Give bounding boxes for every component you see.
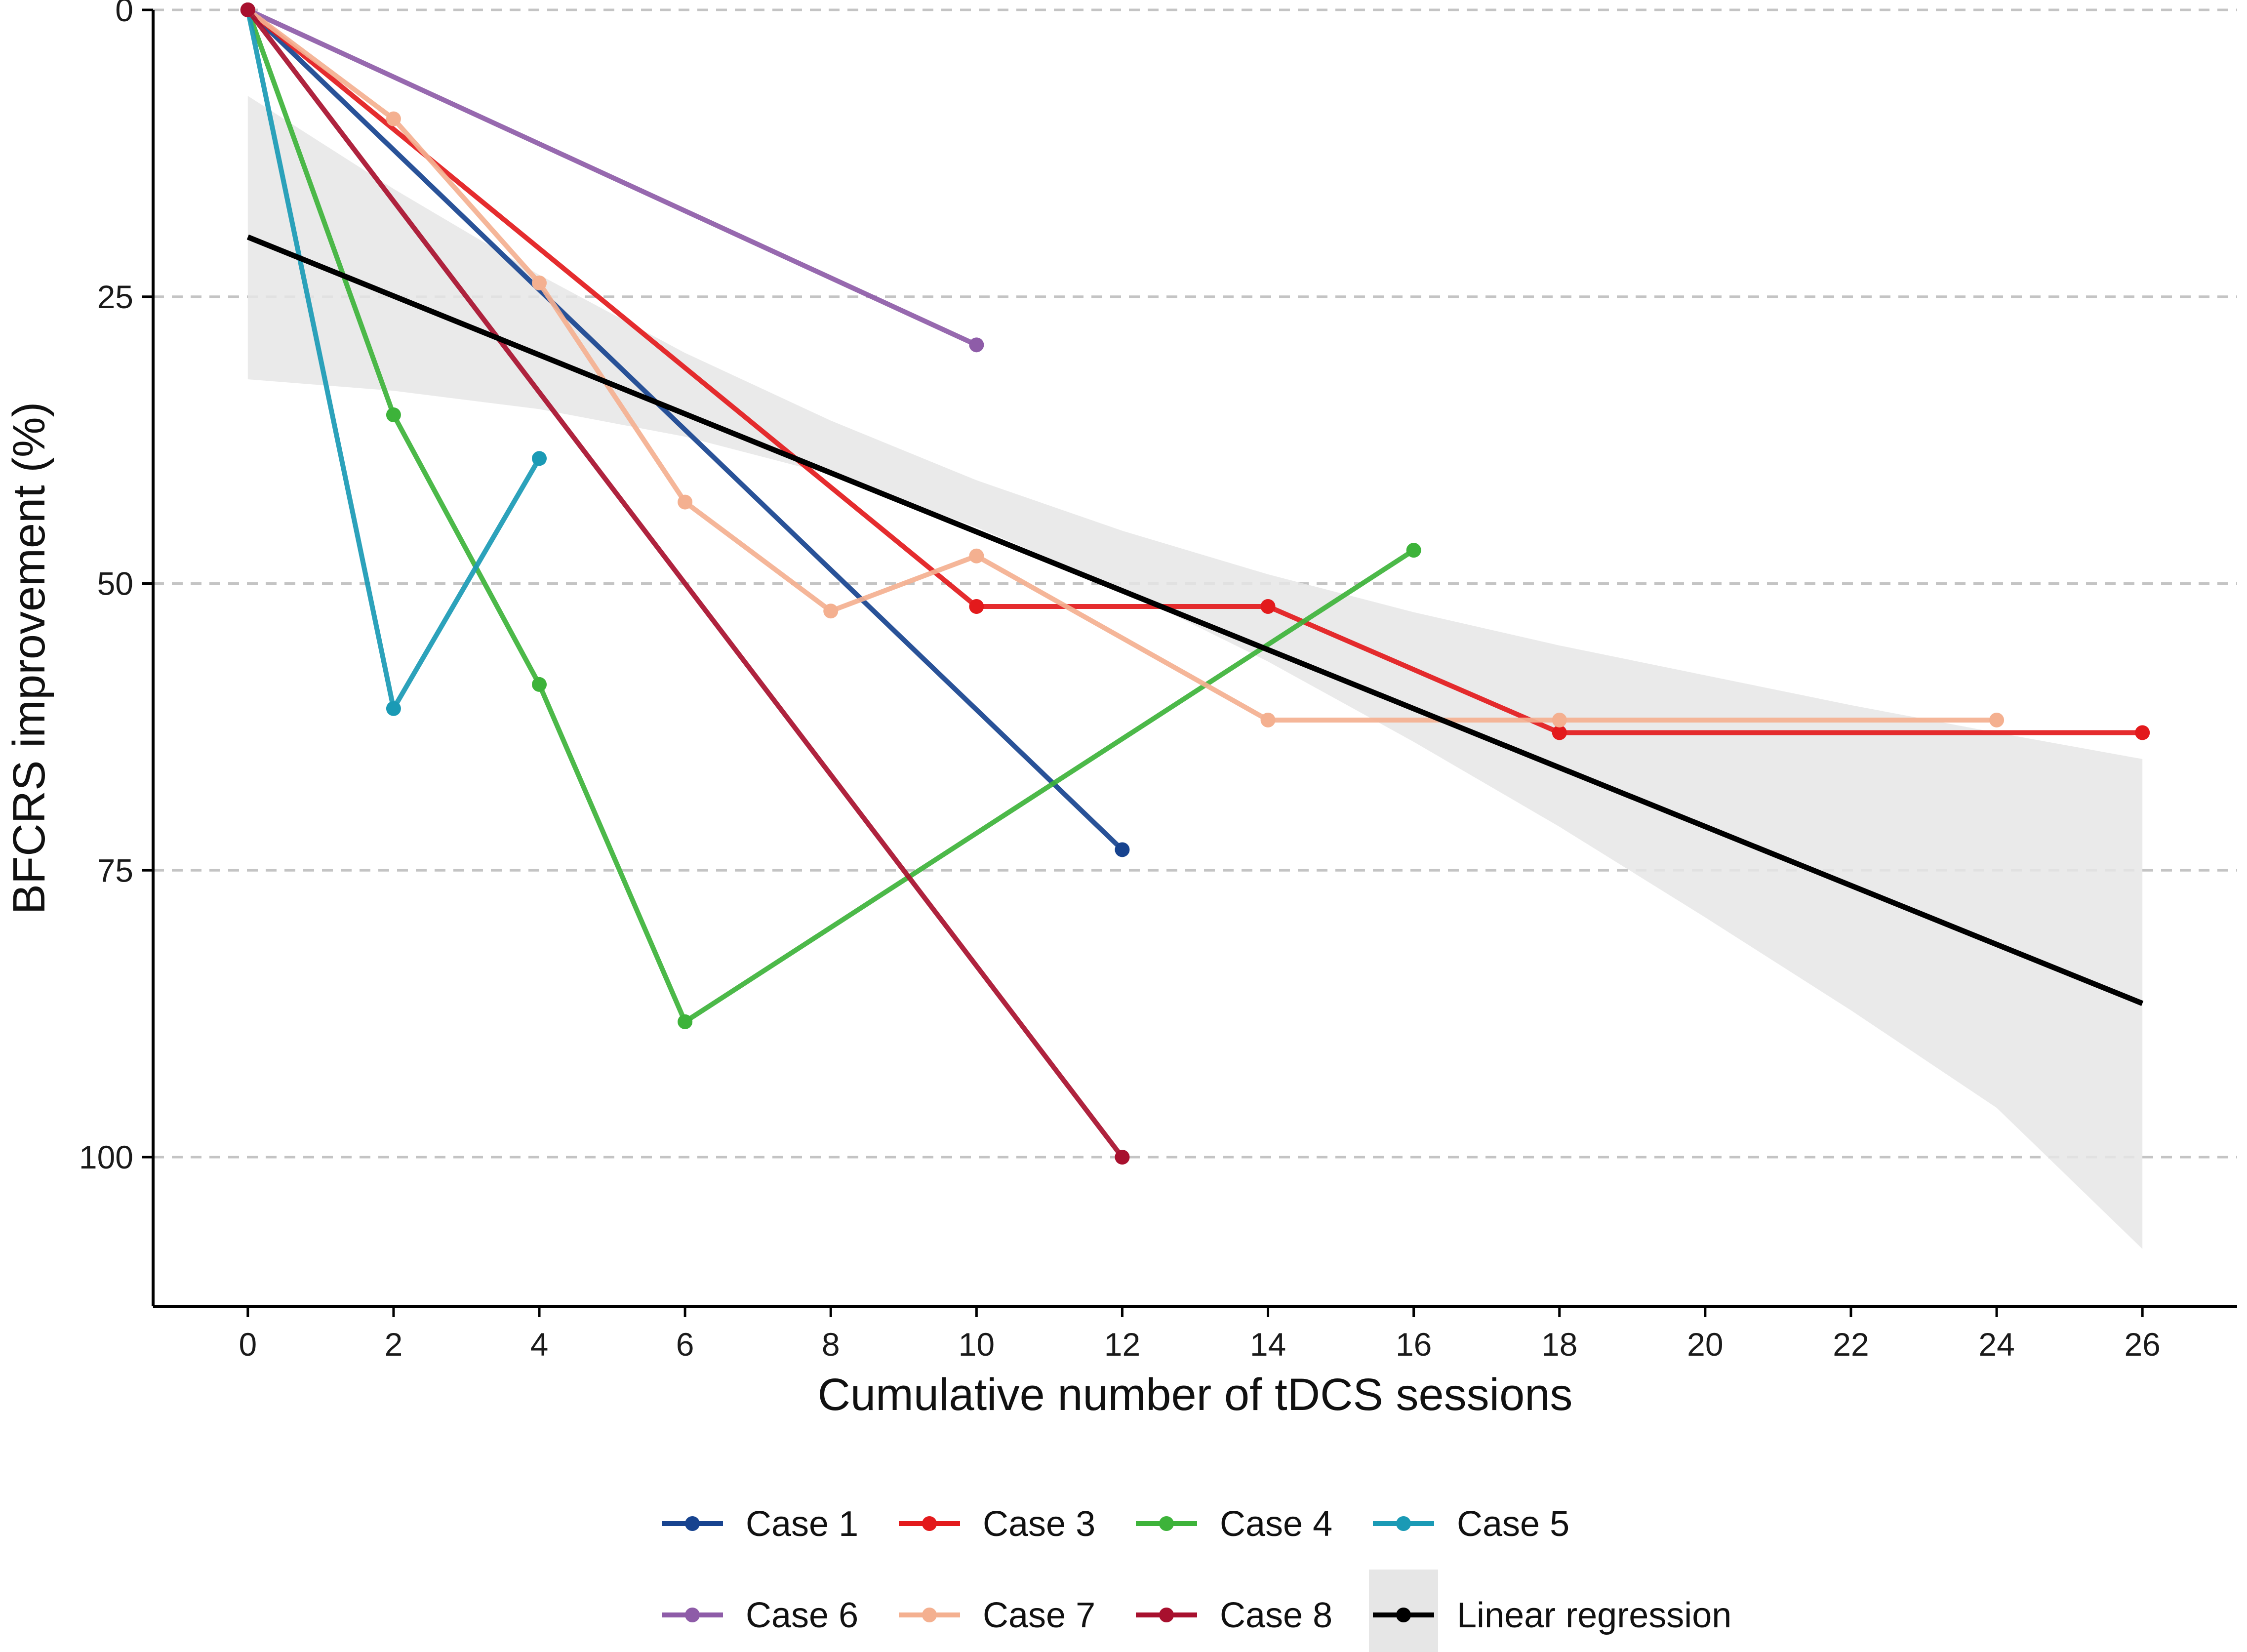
point-case-7-5 <box>969 548 984 564</box>
x-tick-label-24: 24 <box>1978 1326 2014 1363</box>
point-case-3-4 <box>2135 725 2150 740</box>
x-tick-label-22: 22 <box>1833 1326 1869 1363</box>
regression-line <box>246 234 2144 1006</box>
point-case-5-1 <box>386 701 401 716</box>
x-tick-label-10: 10 <box>959 1326 995 1363</box>
point-case-6-1 <box>969 337 984 353</box>
legend-key-point-case-3 <box>922 1516 937 1531</box>
legend-label-case-7: Case 7 <box>983 1596 1095 1635</box>
point-case-4-3 <box>678 1014 693 1029</box>
legend-key-point-case-5 <box>1396 1516 1411 1531</box>
x-tick-label-0: 0 <box>239 1326 257 1363</box>
point-case-3-1 <box>969 599 984 614</box>
point-case-3-2 <box>1260 599 1276 614</box>
legend-key-point-case-1 <box>685 1516 700 1531</box>
point-case-8-0 <box>240 2 255 17</box>
point-case-8-1 <box>1115 1150 1130 1165</box>
point-case-7-7 <box>1552 712 1567 727</box>
x-tick-label-14: 14 <box>1250 1326 1286 1363</box>
y-tick-label-50: 50 <box>97 565 133 602</box>
axes <box>142 8 2237 1317</box>
legend-key-point-case-8 <box>1159 1608 1174 1622</box>
point-case-7-1 <box>386 111 401 126</box>
legend-label-case-5: Case 5 <box>1457 1504 1569 1544</box>
y-tick-label-100: 100 <box>79 1139 133 1175</box>
x-tick-label-4: 4 <box>530 1326 549 1363</box>
y-tick-label-0: 0 <box>115 0 133 28</box>
data-points <box>240 2 2150 1165</box>
x-tick-label-8: 8 <box>822 1326 840 1363</box>
legend-label-linear-regression: Linear regression <box>1457 1596 1731 1635</box>
x-tick-label-26: 26 <box>2124 1326 2160 1363</box>
point-case-5-2 <box>532 451 547 466</box>
x-tick-label-6: 6 <box>676 1326 694 1363</box>
legend-label-case-4: Case 4 <box>1220 1504 1332 1544</box>
x-axis-title: Cumulative number of tDCS sessions <box>818 1370 1573 1420</box>
legend-key-point-case-6 <box>685 1608 700 1622</box>
legend-key-point-case-4 <box>1159 1516 1174 1531</box>
point-case-3-3 <box>1552 725 1567 740</box>
point-case-4-1 <box>386 407 401 423</box>
point-case-1-1 <box>1115 842 1130 857</box>
point-case-7-2 <box>532 275 547 290</box>
legend-key-point-case-7 <box>922 1608 937 1622</box>
series-line-case-8 <box>245 7 1125 1160</box>
point-case-7-4 <box>823 604 839 619</box>
point-case-7-6 <box>1260 712 1276 727</box>
point-case-4-2 <box>532 677 547 692</box>
x-tick-label-2: 2 <box>385 1326 403 1363</box>
point-case-7-3 <box>678 494 693 510</box>
x-tick-label-12: 12 <box>1104 1326 1140 1363</box>
x-tick-label-20: 20 <box>1687 1326 1723 1363</box>
y-tick-label-75: 75 <box>97 852 133 888</box>
x-tick-label-16: 16 <box>1396 1326 1432 1363</box>
y-axis-title: BFCRS improvement (%) <box>4 402 54 915</box>
legend-label-case-3: Case 3 <box>983 1504 1095 1544</box>
series-line-case-6 <box>245 7 979 348</box>
x-tick-label-18: 18 <box>1541 1326 1577 1363</box>
legend-label-case-6: Case 6 <box>746 1596 858 1635</box>
point-case-4-4 <box>1406 543 1421 558</box>
series-lines <box>245 7 2145 1160</box>
legend-label-case-1: Case 1 <box>746 1504 858 1544</box>
series-line-case-1 <box>245 7 1125 852</box>
legend: Case 1 Case 3 Case 4 Case 5 Case 6 Case 7 Case… <box>662 1504 1731 1652</box>
regression-confidence-band <box>247 96 2143 1249</box>
regression-layer <box>246 234 2144 1006</box>
legend-label-case-8: Case 8 <box>1220 1596 1332 1635</box>
point-case-7-8 <box>1989 712 2005 727</box>
y-tick-label-25: 25 <box>97 279 133 315</box>
legend-key-point-linear-regression <box>1396 1608 1411 1622</box>
confidence-band <box>247 96 2143 1249</box>
